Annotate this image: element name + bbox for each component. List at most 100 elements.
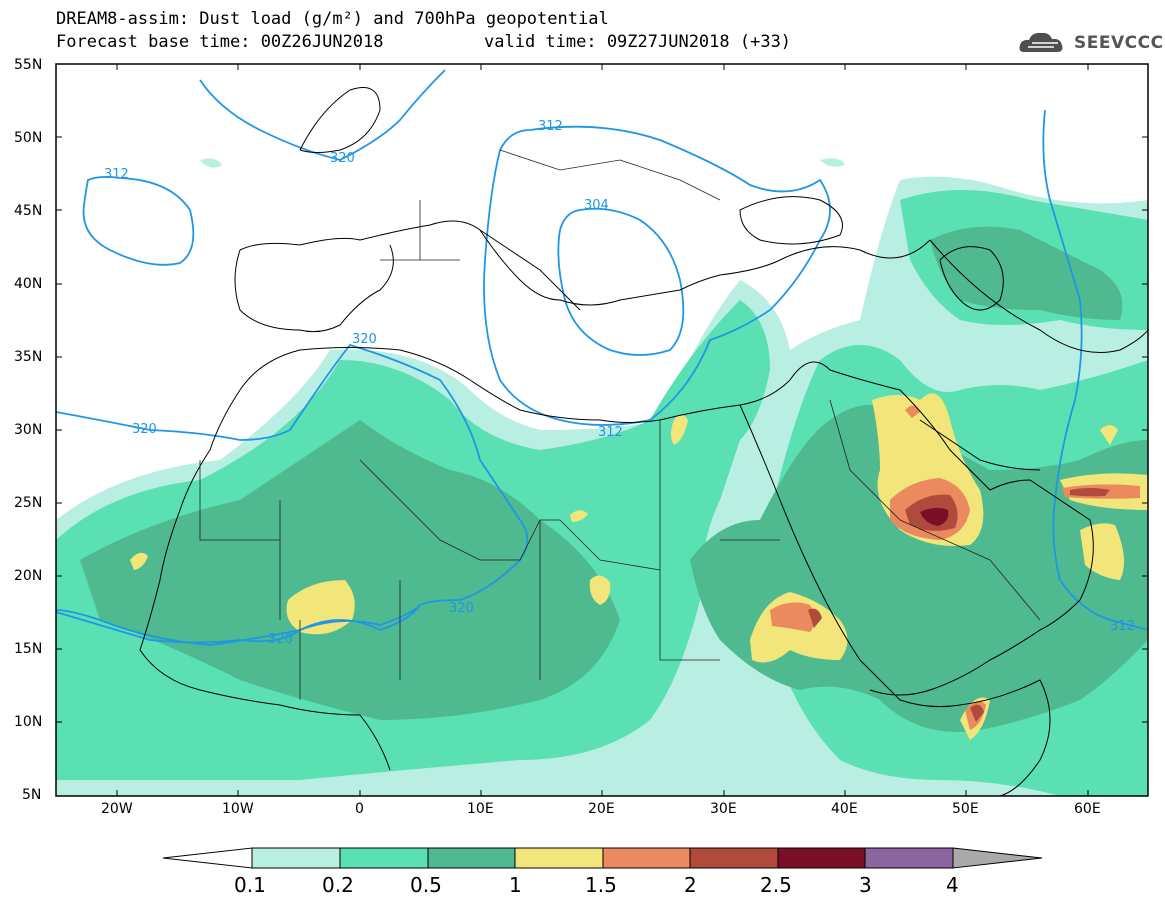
colorbar-swatch [777,847,866,869]
lat-label: 40N [14,276,43,292]
dust-band-1 [130,552,148,570]
colorbar-swatch [689,847,779,869]
contour-304-aegean [557,207,685,356]
coast-somalia [959,679,1051,796]
lon-label: 40E [831,801,858,817]
lat-label: 20N [14,568,43,584]
coast-italy [479,229,581,311]
dust-band-2.5 [920,507,949,526]
contour-label: 320 [132,422,157,437]
colorbar-tick-label: 0.5 [410,873,442,897]
dust-band-0.1 [200,158,222,168]
dust-band-1 [570,510,588,522]
valid-time: valid time: 09Z27JUN2018 (+33) [484,32,792,52]
colorbar-swatch [864,847,954,869]
dust-band-0.5 [930,226,1123,320]
contour-labels: 312 320 320 312 304 320 320 320 312 312 [104,119,1135,647]
dust-band-1.5 [905,405,920,418]
dust-band-1 [589,575,611,605]
map-title: DREAM8-assim: Dust load (g/m²) and 700hP… [56,9,609,29]
lon-label: 30E [710,801,737,817]
colorbar-tick-label: 3 [859,873,872,897]
colorbar-high-arrow [952,847,1043,869]
lat-label: 10N [14,714,43,730]
coast-north-africa [239,347,791,423]
colorbar-tick-label: 0.2 [322,873,354,897]
colorbar-swatch [251,847,341,869]
cloud-logo [1019,32,1063,52]
geopotential-contours [56,69,1148,646]
coast-black-sea [739,196,843,245]
logo-text: SEEVCCC [1074,33,1164,53]
lat-label: 35N [14,349,43,365]
political-borders [199,149,1041,700]
contour-320-north [199,69,446,161]
forecast-base-time: Forecast base time: 00Z26JUN2018 [56,32,384,52]
lat-label: 50N [14,130,43,146]
coast-persian-gulf [919,419,1041,471]
contour-320-sahara [56,343,529,646]
border [199,460,281,620]
colorbar-tick-label: 2.5 [760,873,792,897]
contour-label: 312 [538,119,563,134]
coastlines [139,87,1148,796]
contour-312-arabia [1042,109,1148,631]
colorbar-tick-label: 1.5 [585,873,617,897]
border [499,149,721,201]
colorbar-low-arrow [162,847,253,869]
contour-label: 312 [1110,619,1135,634]
coast-arabia [789,361,1094,696]
lon-label: 10E [467,801,494,817]
coast-europe [239,220,931,306]
colorbar-tick-label: 4 [946,873,959,897]
border [720,399,901,541]
colorbar [162,847,1043,869]
contour-label: 304 [584,198,609,213]
lat-label: 30N [14,422,43,438]
colorbar-tick-label: 0.1 [234,873,266,897]
lon-label: 20W [101,801,133,817]
contour-312-atlantic [82,175,195,266]
lon-label: 0 [355,801,364,817]
colorbar-tick-label: 1 [509,873,522,897]
dust-band-1 [1100,425,1118,445]
border [380,200,460,261]
contour-label: 320 [330,151,355,166]
dust-band-2 [808,608,822,628]
lon-label: 20E [588,801,615,817]
lat-label: 45N [14,203,43,219]
colorbar-tick-label: 2 [684,873,697,897]
border [539,420,720,680]
lat-label: 15N [14,641,43,657]
contour-label: 312 [104,167,129,182]
coast-iran [929,239,1148,353]
border [899,519,1041,621]
lat-label: 25N [14,495,43,511]
lon-label: 50E [952,801,979,817]
coast-red-sea [739,404,961,708]
coast-west-africa [139,389,391,771]
colorbar-swatch [427,847,516,869]
contour-312-central [483,125,831,426]
contour-label: 320 [268,632,293,647]
lat-label: 55N [14,57,43,73]
coast-uk [299,87,381,153]
coast-iberia [234,244,394,333]
lon-label: 10W [222,801,254,817]
border [299,580,401,700]
border [359,459,661,571]
dust-band-0.1 [820,158,845,167]
axis-ticks [56,63,1148,796]
dust-band-2 [1070,488,1110,497]
dust-fields [56,158,1148,796]
lon-label: 60E [1074,801,1101,817]
contour-320-sahel [56,604,421,644]
lat-label: 5N [22,787,42,803]
contour-label: 320 [449,601,474,616]
colorbar-swatch [602,847,691,869]
dust-band-1.5 [770,602,815,632]
colorbar-swatch [339,847,429,869]
contour-label: 320 [352,332,377,347]
coast-caspian [939,246,1004,311]
